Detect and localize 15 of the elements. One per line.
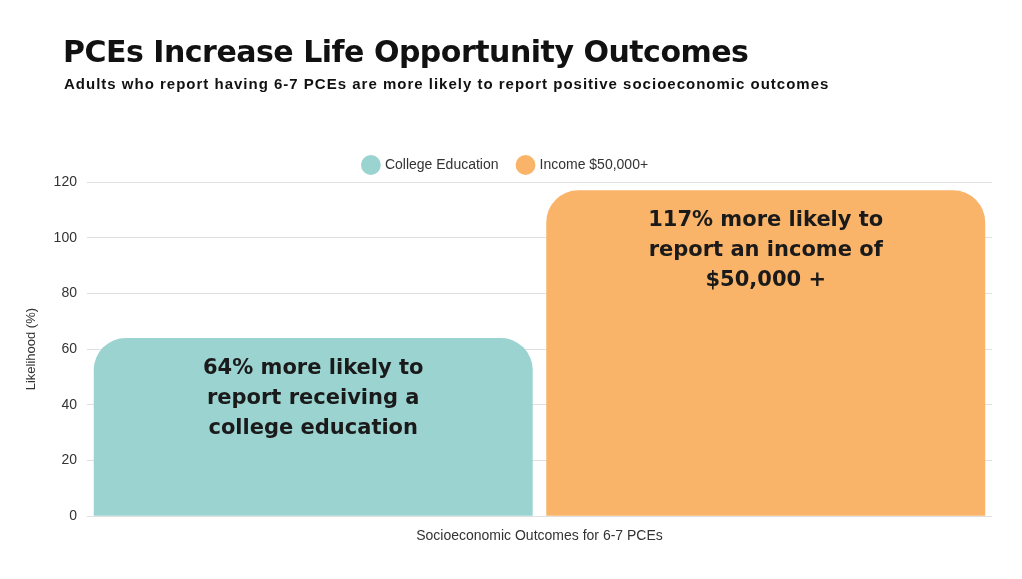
y-axis-title: Likelihood (%): [23, 307, 39, 391]
legend-label: Income $50,000+: [539, 155, 649, 172]
y-tick-label: 20: [61, 451, 78, 468]
y-tick-label: 40: [61, 395, 78, 412]
chart-title: PCEs Increase Life Opportunity Outcomes: [63, 34, 749, 69]
chart-subtitle: Adults who report having 6-7 PCEs are more likely to report positive socioeconomic outcomes: [64, 75, 830, 92]
x-axis-title: Socioeconomic Outcomes for 6-7 PCEs: [416, 527, 663, 544]
data-label: 117% more likely to report an income of $50,000 +: [648, 207, 884, 292]
data-label: 64% more likely to report receiving a college education: [202, 354, 424, 439]
y-tick-label: 60: [61, 339, 78, 356]
legend-label: College Education: [384, 155, 499, 172]
y-tick-label: 80: [61, 284, 78, 301]
y-tick-label: 100: [53, 228, 78, 245]
y-tick-label: 120: [53, 172, 78, 189]
y-tick-label: 0: [69, 507, 78, 524]
